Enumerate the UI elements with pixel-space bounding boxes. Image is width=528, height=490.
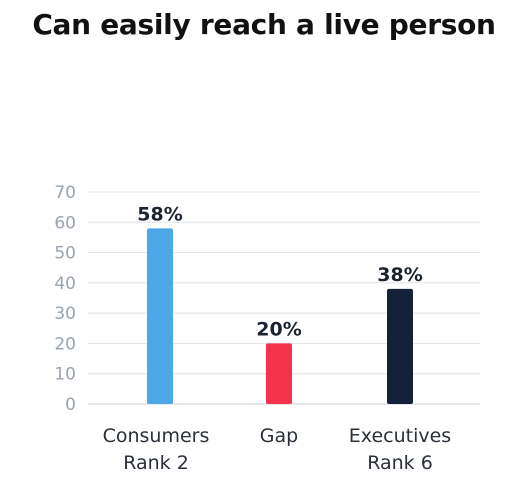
data-label: 58% [137,203,182,225]
y-tick-label: 40 [54,274,76,294]
x-tick-label: Consumers [103,425,210,447]
data-label: 38% [377,264,422,286]
y-tick-label: 30 [54,304,76,324]
y-tick-label: 50 [54,244,76,264]
y-tick-label: 70 [54,183,76,203]
y-tick-label: 20 [54,334,76,354]
x-tick-label: Gap [260,425,298,447]
x-tick-label: Rank 6 [367,452,433,474]
x-axis-labels: Consumers Rank 2 Gap Executives Rank 6 [103,425,452,474]
x-tick-label: Rank 2 [123,452,189,474]
bar [266,343,292,404]
bar [147,228,173,404]
y-tick-label: 60 [54,213,76,233]
y-tick-label: 0 [65,395,76,415]
data-label: 20% [256,318,301,340]
bar [387,288,413,404]
y-axis-ticks: 0 10 20 30 40 50 60 70 [54,183,76,415]
chart-title: Can easily reach a live person [32,8,496,41]
bars [147,228,413,404]
value-labels: 58% 20% 38% [137,203,422,340]
x-tick-label: Executives [349,425,451,447]
y-tick-label: 10 [54,365,76,385]
